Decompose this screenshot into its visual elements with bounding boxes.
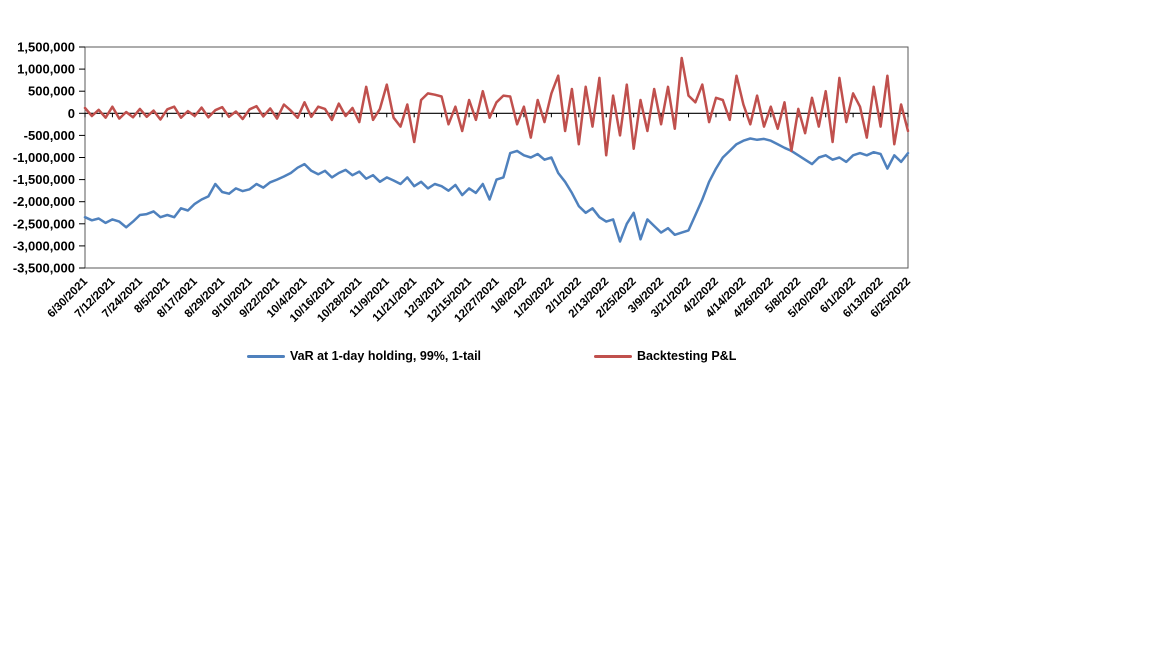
pnl-line-swatch-icon: [594, 354, 632, 358]
y-tick-label: -1,500,000: [13, 172, 75, 187]
y-tick-label: -3,500,000: [13, 261, 75, 276]
legend-label-pnl: Backtesting P&L: [637, 349, 737, 363]
y-tick-label: 1,000,000: [17, 62, 75, 77]
y-tick-label: -3,000,000: [13, 238, 75, 253]
legend-item-var: VaR at 1-day holding, 99%, 1-tail: [247, 349, 481, 363]
var-series-line: [83, 137, 910, 243]
y-tick-label: -1,000,000: [13, 150, 75, 165]
var-line-swatch-icon: [247, 354, 285, 358]
y-tick-label: 1,500,000: [17, 40, 75, 55]
plot-area-border: [84, 46, 909, 269]
y-tick-label: 0: [68, 106, 75, 121]
y-tick-label: -500,000: [24, 128, 75, 143]
legend-label-var: VaR at 1-day holding, 99%, 1-tail: [290, 349, 482, 363]
y-tick-label: -2,000,000: [13, 194, 75, 209]
y-tick-label: -2,500,000: [13, 216, 75, 231]
y-tick-label: 500,000: [28, 84, 75, 99]
legend-item-pnl: Backtesting P&L: [594, 349, 736, 363]
chart-legend: VaR at 1-day holding, 99%, 1-tail Backte…: [0, 349, 908, 369]
pnl-series-line: [83, 56, 910, 157]
